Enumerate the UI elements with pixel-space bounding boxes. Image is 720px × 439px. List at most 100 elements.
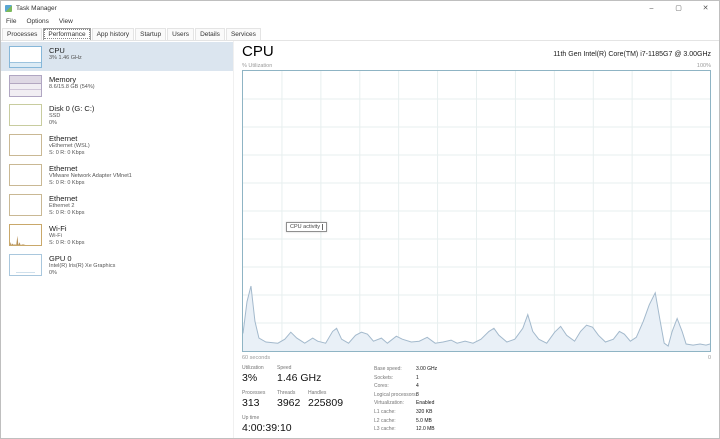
sidebar-item-memory[interactable]: Memory 8.6/15.8 GB (54%) <box>1 71 233 100</box>
sidebar-item-title: GPU 0 <box>49 254 72 263</box>
detail-label: Cores: <box>374 383 389 390</box>
cpu-model-label: 11th Gen Intel(R) Core(TM) i7-1185G7 @ 3… <box>553 51 711 58</box>
detail-label: Logical processors: <box>374 391 418 398</box>
detail-base-speed: Base speed: 3.00 GHz <box>374 365 437 374</box>
stat-processes: Processes 313 <box>242 389 277 414</box>
sidebar-item-text: Ethernet VMware Network Adapter VMnet1 S: … <box>49 164 132 187</box>
sidebar-item-subtext: S: 0 R: 0 Kbps <box>49 150 85 156</box>
tab-details[interactable]: Details <box>195 28 225 40</box>
sidebar-item-subtext: S: 0 R: 0 Kbps <box>49 180 85 186</box>
tab-app-history[interactable]: App history <box>91 28 135 40</box>
sidebar-item-gpu0[interactable]: GPU 0 Intel(R) Iris(R) Xe Graphics 0% <box>1 250 233 280</box>
sidebar-item-eth-vmnet1[interactable]: Ethernet VMware Network Adapter VMnet1 S: … <box>1 160 233 190</box>
detail-value: 3.00 GHz <box>416 366 438 372</box>
detail-value: 12.0 MB <box>416 426 435 433</box>
stat-up-time: Up time 4:00:39:10 <box>242 414 292 438</box>
detail-value: 4 <box>416 383 419 390</box>
detail-l1-cache: L1 cache: 320 KB <box>374 408 437 417</box>
sidebar-item-subtext: VMware Network Adapter VMnet1 <box>49 173 132 179</box>
text-cursor-icon <box>321 224 323 230</box>
graph-y-max-label: 100% <box>696 63 711 69</box>
cpu-stats: Utilization 3% Speed 1.46 GHz Processes 313 Th… <box>242 364 711 438</box>
window-controls: – ▢ ✕ <box>638 1 719 15</box>
cpu-utilization-graph[interactable]: CPU activity <box>242 70 711 352</box>
stat-value: 4:00:39:10 <box>242 422 292 434</box>
sidebar-item-text: Ethernet Ethernet 2 S: 0 R: 0 Kbps <box>49 194 84 217</box>
menu-view[interactable]: View <box>58 17 73 25</box>
stat-label: Threads <box>277 390 296 396</box>
stat-value: 313 <box>242 397 260 409</box>
sidebar-item-subtext: SSD <box>49 113 61 119</box>
disk0-thumbnail-graph <box>9 104 42 126</box>
app-icon <box>5 4 12 12</box>
sidebar-item-title: Ethernet <box>49 164 78 173</box>
panel-header: CPU 11th Gen Intel(R) Core(TM) i7-1185G7… <box>242 43 711 61</box>
sidebar-item-eth-wsl[interactable]: Ethernet vEthernet (WSL) S: 0 R: 0 Kbps <box>1 130 233 160</box>
graph-top-labels: % Utilization 100% <box>242 61 711 69</box>
maximize-button[interactable]: ▢ <box>675 5 682 12</box>
sidebar-item-subtext: S: 0 R: 0 Kbps <box>49 210 85 216</box>
tab-processes[interactable]: Processes <box>2 28 43 40</box>
close-button[interactable]: ✕ <box>702 5 709 12</box>
eth-vmnet1-thumbnail-graph <box>9 164 42 186</box>
sidebar-item-subtext: Wi-Fi <box>49 233 62 239</box>
cpu-graph-svg <box>243 71 710 351</box>
sidebar-item-text: CPU 3% 1.46 GHz <box>49 46 82 62</box>
detail-value: 1 <box>416 374 419 381</box>
title-bar: Task Manager – ▢ ✕ <box>1 1 719 15</box>
sidebar-item-text: Memory 8.6/15.8 GB (54%) <box>49 75 95 91</box>
stat-label: Speed <box>277 365 292 371</box>
sidebar-item-wifi[interactable]: Wi-Fi Wi-Fi S: 0 R: 0 Kbps <box>1 220 233 250</box>
menu-file[interactable]: File <box>6 17 17 25</box>
graph-y-axis-label: % Utilization <box>242 63 273 69</box>
sidebar-item-title: Wi-Fi <box>49 224 67 233</box>
cpu-thumbnail-graph <box>9 46 42 68</box>
stat-utilization: Utilization 3% <box>242 364 277 389</box>
detail-cores: Cores: 4 <box>374 382 437 391</box>
tab-users[interactable]: Users <box>167 28 195 40</box>
sidebar-item-subtext: 8.6/15.8 GB (54%) <box>49 84 95 90</box>
stat-threads: Threads 3962 <box>277 389 308 414</box>
sidebar-item-subtext: S: 0 R: 0 Kbps <box>49 240 85 246</box>
detail-virtualization: Virtualization: Enabled <box>374 399 437 408</box>
detail-value: Enabled <box>416 400 435 407</box>
detail-sockets: Sockets: 1 <box>374 374 437 383</box>
cpu-stats-details: Base speed: 3.00 GHz Sockets: 1 Cores: 4 Logic… <box>374 364 437 438</box>
detail-l3-cache: L3 cache: 12.0 MB <box>374 425 437 434</box>
stat-value: 1.46 GHz <box>277 372 322 384</box>
wifi-thumbnail-graph <box>9 224 42 246</box>
detail-label: L1 cache: <box>374 408 396 415</box>
performance-sidebar: CPU 3% 1.46 GHz Memory 8.6/15.8 GB (54%) Dis… <box>1 41 234 438</box>
sidebar-item-cpu[interactable]: CPU 3% 1.46 GHz <box>1 42 233 71</box>
detail-label: Virtualization: <box>374 400 404 407</box>
sidebar-item-eth-2[interactable]: Ethernet Ethernet 2 S: 0 R: 0 Kbps <box>1 190 233 220</box>
stat-value: 3962 <box>277 397 301 409</box>
sidebar-item-subtext: 3% 1.46 GHz <box>49 55 82 61</box>
graph-x-right-label: 0 <box>707 355 711 361</box>
gpu0-thumbnail-graph <box>9 254 42 276</box>
tab-bar: Processes Performance App history Startup Us… <box>1 27 719 41</box>
tab-performance[interactable]: Performance <box>43 28 91 40</box>
sidebar-item-title: Disk 0 (G: C:) <box>49 104 95 113</box>
panel-title: CPU <box>242 43 274 60</box>
sidebar-item-title: Ethernet <box>49 194 78 203</box>
sidebar-item-subtext: 0% <box>49 270 57 276</box>
menu-options[interactable]: Options <box>26 17 49 25</box>
sidebar-item-text: Disk 0 (G: C:) SSD 0% <box>49 104 94 127</box>
tab-startup[interactable]: Startup <box>135 28 167 40</box>
graph-x-left-label: 60 seconds <box>242 355 271 361</box>
detail-label: L2 cache: <box>374 417 396 424</box>
sidebar-item-text: Wi-Fi Wi-Fi S: 0 R: 0 Kbps <box>49 224 84 247</box>
tab-services[interactable]: Services <box>225 28 261 40</box>
memory-thumbnail-graph <box>9 75 42 97</box>
detail-label: Base speed: <box>374 366 402 372</box>
cpu-activity-tooltip: CPU activity <box>286 222 327 232</box>
sidebar-item-title: Memory <box>49 75 77 84</box>
sidebar-item-subtext: Ethernet 2 <box>49 203 75 209</box>
stat-value: 225809 <box>308 397 344 409</box>
sidebar-item-disk0[interactable]: Disk 0 (G: C:) SSD 0% <box>1 100 233 130</box>
sidebar-item-title: Ethernet <box>49 134 78 143</box>
menu-bar: File Options View <box>1 15 719 27</box>
minimize-button[interactable]: – <box>649 4 654 12</box>
